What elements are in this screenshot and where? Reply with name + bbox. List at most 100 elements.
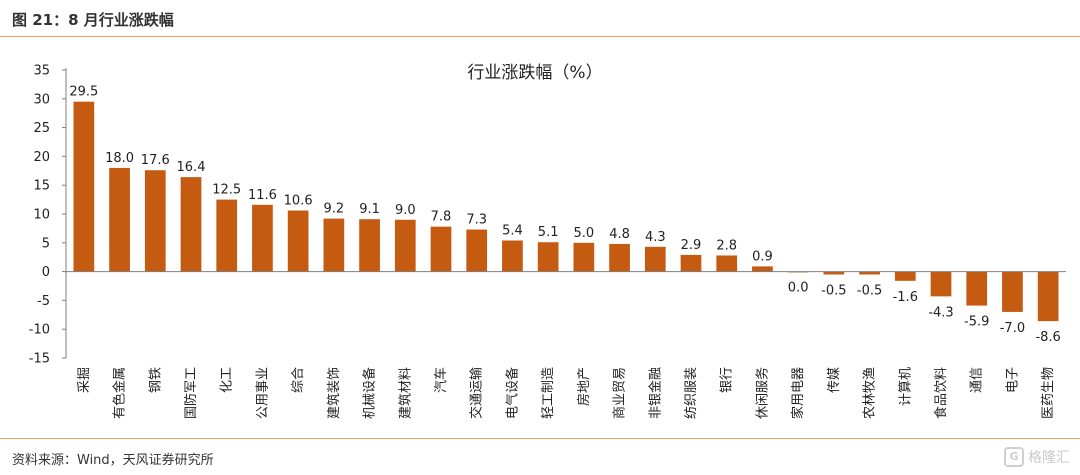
y-tick-label: 20 [33, 150, 50, 165]
figure-footer: 资料来源：Wind，天风证券研究所 G 格隆汇 [0, 438, 1080, 475]
data-label: -8.6 [1035, 330, 1060, 345]
data-label: 0.0 [788, 281, 809, 296]
data-label: 10.6 [284, 194, 313, 209]
x-tick-label: 建筑装饰 [326, 367, 342, 419]
bar [573, 242, 595, 272]
x-tick-label: 采掘 [77, 367, 92, 393]
bar [73, 101, 95, 272]
y-tick-label: 0 [42, 265, 50, 280]
data-label: 16.4 [177, 160, 206, 175]
x-tick-label: 公用事业 [255, 367, 270, 419]
bar [287, 210, 309, 272]
x-tick-label: 电子 [1005, 367, 1020, 393]
x-tick-label: 交通运输 [469, 367, 485, 419]
bar [252, 204, 273, 272]
y-tick-label: 25 [33, 121, 50, 136]
data-label: 9.1 [359, 202, 380, 217]
data-label: -7.0 [1000, 321, 1025, 336]
watermark-logo-icon: G [1004, 447, 1024, 467]
bar [359, 219, 380, 272]
bar [216, 199, 238, 272]
y-tick-label: 35 [33, 64, 50, 79]
x-tick-label: 商业贸易 [613, 367, 628, 419]
x-tick-label: 医药生物 [1041, 367, 1056, 419]
x-tick-label: 传媒 [827, 367, 842, 393]
data-label: 17.6 [141, 153, 170, 168]
x-tick-label: 休闲服务 [754, 367, 770, 419]
x-tick-label: 轻工制造 [541, 367, 556, 419]
bar [1002, 271, 1023, 312]
y-tick-label: -15 [29, 352, 50, 367]
data-label: -4.3 [928, 305, 953, 320]
y-tick-label: -5 [37, 294, 50, 309]
data-label: 12.5 [212, 183, 241, 198]
x-tick-label: 综合 [291, 367, 306, 393]
bar [502, 240, 523, 272]
data-label: 7.3 [466, 213, 487, 228]
x-tick-label: 纺织服装 [684, 367, 699, 419]
data-label: 11.6 [248, 188, 277, 203]
figure-title: 图 21：8 月行业涨跌幅 [12, 11, 174, 29]
x-tick-label: 建筑材料 [397, 367, 413, 419]
bar [859, 271, 880, 275]
bar [144, 170, 166, 272]
bar [752, 266, 773, 272]
y-tick-label: 10 [33, 208, 50, 223]
bar [894, 271, 916, 281]
data-label: -0.5 [857, 283, 882, 298]
data-label: 2.9 [681, 238, 702, 253]
bar [323, 218, 345, 272]
y-tick-label: -10 [29, 323, 50, 338]
x-tick-label: 电气设备 [504, 367, 520, 419]
x-tick-label: 国防军工 [183, 367, 199, 419]
x-tick-label: 非银金融 [647, 367, 663, 419]
bar [537, 242, 559, 272]
data-label: 7.8 [431, 210, 452, 225]
data-label: 5.4 [502, 223, 523, 238]
bar [966, 271, 988, 306]
bar [644, 246, 666, 272]
x-tick-label: 通信 [970, 367, 985, 393]
watermark-text: 格隆汇 [1028, 450, 1070, 466]
bar [466, 229, 488, 272]
bar [394, 219, 416, 272]
bar [609, 243, 630, 272]
x-tick-label: 食品饮料 [933, 367, 949, 419]
data-label: 29.5 [69, 85, 98, 100]
data-label: 4.3 [645, 230, 666, 245]
bar [180, 177, 202, 272]
data-label: -5.9 [964, 315, 989, 330]
x-tick-label: 机械设备 [362, 367, 378, 419]
data-label: -0.5 [821, 283, 846, 298]
data-label: 5.0 [574, 226, 595, 241]
x-tick-label: 农林牧渔 [863, 367, 878, 419]
data-label: 9.0 [395, 203, 416, 218]
x-tick-label: 化工 [220, 367, 235, 393]
figure-header: 图 21：8 月行业涨跌幅 [0, 0, 1080, 37]
data-label: 5.1 [538, 225, 559, 240]
watermark: G 格隆汇 [1004, 447, 1070, 467]
data-label: 9.2 [324, 202, 345, 217]
y-tick-label: 15 [33, 179, 50, 194]
bar [1037, 271, 1059, 322]
x-tick-label: 有色金属 [112, 367, 128, 419]
data-label: 2.8 [716, 238, 737, 253]
source-note: 资料来源：Wind，天风证券研究所 [12, 453, 214, 468]
bar [716, 255, 738, 272]
x-tick-label: 家用电器 [790, 367, 806, 419]
bar [823, 271, 845, 275]
bar [430, 226, 452, 272]
data-label: 0.9 [752, 249, 773, 264]
x-tick-label: 银行 [720, 367, 735, 393]
x-tick-label: 汽车 [433, 367, 449, 393]
data-label: 4.8 [609, 227, 630, 242]
x-tick-label: 房地产 [576, 367, 592, 406]
bar [680, 254, 702, 272]
y-tick-label: 30 [33, 92, 50, 107]
bar [930, 271, 952, 297]
y-tick-label: 5 [42, 236, 50, 251]
data-label: 18.0 [105, 151, 134, 166]
x-tick-label: 计算机 [898, 367, 913, 406]
x-tick-label: 钢铁 [148, 367, 163, 393]
